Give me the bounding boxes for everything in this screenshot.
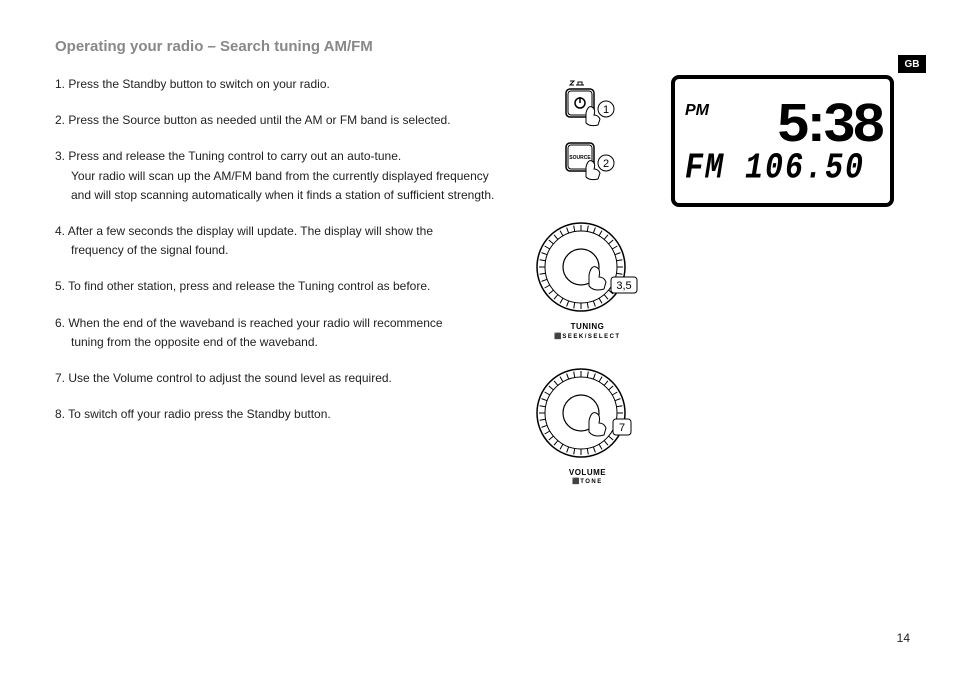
instruction-step: 3. Press and release the Tuning control … (55, 147, 510, 205)
instruction-step: 1. Press the Standby button to switch on… (55, 75, 510, 94)
instruction-step: 6. When the end of the waveband is reach… (55, 314, 510, 352)
instructions-column: 1. Press the Standby button to switch on… (55, 75, 510, 486)
volume-sublabel: TONE (580, 479, 603, 485)
lcd-column: PM 5:38 FM 106.50 (665, 75, 912, 486)
instruction-step: 8. To switch off your radio press the St… (55, 405, 510, 424)
callout-35: 3,5 (616, 280, 631, 292)
lcd-band: FM (685, 149, 725, 190)
tuning-label: TUNING (571, 322, 605, 331)
lcd-time: 5:38 (777, 96, 882, 150)
volume-dial-fig: 7 VOLUME ⬛TONE (533, 365, 643, 487)
instruction-step: 7. Use the Volume control to adjust the … (55, 369, 510, 388)
instruction-step: 5. To find other station, press and rele… (55, 277, 510, 296)
lcd-freq: 106.50 (745, 149, 865, 190)
callout-7: 7 (618, 422, 624, 434)
standby-button-fig: 1 (558, 79, 618, 129)
instruction-step: 2. Press the Source button as needed unt… (55, 111, 510, 130)
tuning-sublabel: SEEK/SELECT (562, 334, 620, 340)
tuning-dial-fig: 3,5 TUNING ⬛SEEK/SELECT (533, 219, 643, 341)
svg-text:SOURCE: SOURCE (569, 155, 591, 161)
instruction-step: 4. After a few seconds the display will … (55, 222, 510, 260)
lcd-pm: PM (685, 96, 709, 120)
page-number: 14 (897, 631, 910, 645)
illustration-column: 1 SOURCE 2 (510, 75, 665, 486)
volume-label: VOLUME (569, 468, 606, 477)
source-button-fig: SOURCE 2 (558, 137, 618, 187)
callout-2: 2 (602, 158, 608, 170)
language-tag: GB (898, 55, 926, 73)
callout-1: 1 (602, 104, 608, 116)
lcd-display: PM 5:38 FM 106.50 (671, 75, 894, 207)
page-title: Operating your radio – Search tuning AM/… (55, 38, 912, 55)
